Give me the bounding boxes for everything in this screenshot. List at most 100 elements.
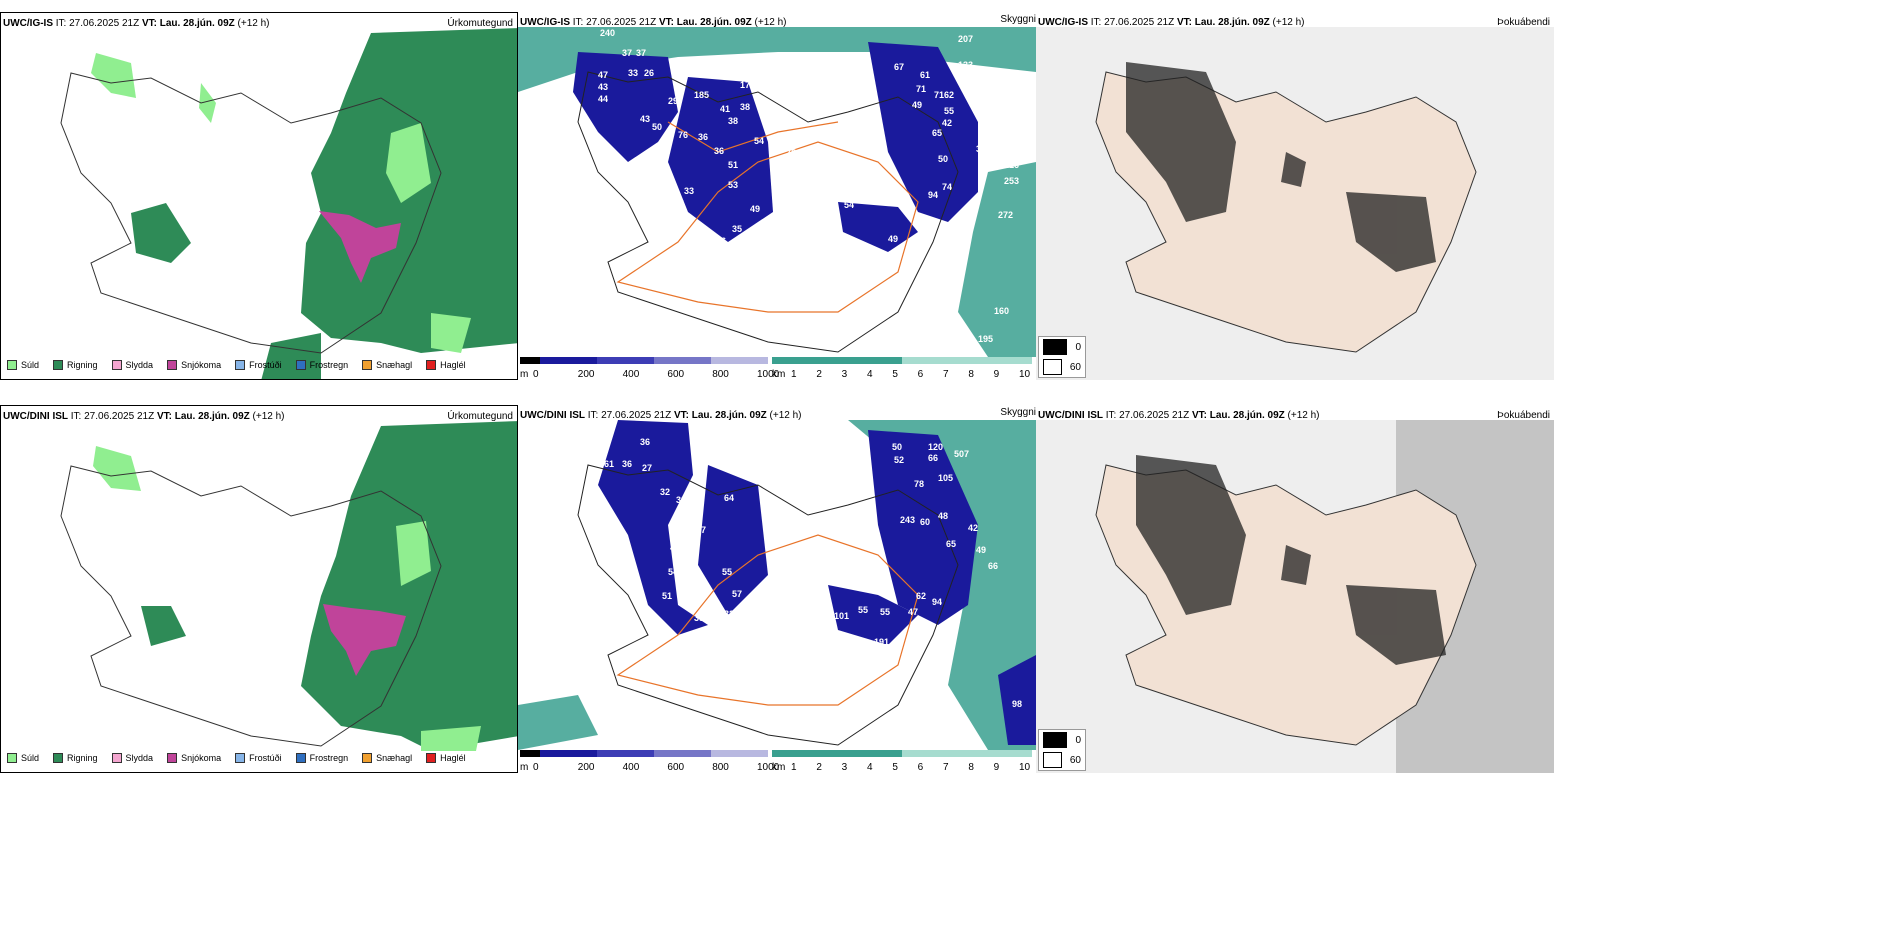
visibility-value-label: 62 bbox=[916, 591, 926, 601]
init-time: IT: 27.06.2025 21Z bbox=[1088, 17, 1177, 28]
legend-swatch bbox=[426, 753, 437, 763]
header: UWC/DINI ISL IT: 27.06.2025 21Z VT: Lau.… bbox=[1038, 410, 1320, 422]
fog-legend: 0 60 bbox=[1038, 729, 1086, 771]
visibility-value-label: 76 bbox=[678, 130, 688, 140]
visibility-value-label: 36 bbox=[622, 459, 632, 469]
visibility-value-label: 49 bbox=[976, 545, 986, 555]
visibility-value-label: 253 bbox=[1004, 176, 1019, 186]
legend-swatch bbox=[167, 360, 178, 370]
visibility-value-label: 29 bbox=[668, 96, 678, 106]
colorbar-tick: 1 bbox=[791, 369, 797, 380]
visibility-value-label: 41 bbox=[918, 222, 928, 232]
model-name: UWC/DINI ISL bbox=[1038, 410, 1103, 421]
legend-swatch bbox=[362, 360, 373, 370]
panel-top-left-precip-type: UWC/IG-IS IT: 27.06.2025 21Z VT: Lau. 28… bbox=[0, 12, 518, 380]
visibility-value-label: 94 bbox=[928, 190, 938, 200]
visibility-value-label: 50 bbox=[938, 154, 948, 164]
colorbar-tick: 4 bbox=[867, 762, 873, 773]
legend-swatch bbox=[167, 753, 178, 763]
visibility-value-label: 55 bbox=[880, 607, 890, 617]
model-name: UWC/IG-IS bbox=[1038, 17, 1088, 28]
dark-visibility bbox=[598, 420, 1036, 745]
panel-top-right-fog-index: UWC/IG-IS IT: 27.06.2025 21Z VT: Lau. 28… bbox=[1036, 12, 1554, 380]
visibility-value-label: 94 bbox=[932, 597, 942, 607]
fog-legend: 0 60 bbox=[1038, 336, 1086, 378]
colorbar-tick: 7 bbox=[943, 369, 949, 380]
visibility-value-label: 61 bbox=[920, 70, 930, 80]
visibility-value-label: 49 bbox=[888, 234, 898, 244]
visibility-value-label: 53 bbox=[674, 198, 684, 208]
fog-legend-swatch bbox=[1043, 339, 1068, 355]
colorbar-tick: 5 bbox=[892, 762, 898, 773]
valid-time: VT: Lau. 28.jún. 09Z bbox=[141, 18, 235, 29]
panel-top-mid-visibility: 240 37 37 47 33 26 43 44 29 185 170 41 38 38 43 50 76 36 5… bbox=[518, 12, 1036, 380]
header: UWC/DINI ISL IT: 27.06.2025 21Z VT: Lau.… bbox=[3, 411, 285, 423]
visibility-value-label: 55 bbox=[858, 605, 868, 615]
visibility-value-label: 36 bbox=[714, 146, 724, 156]
fog-legend-label: 0 bbox=[1075, 341, 1081, 353]
legend-swatch bbox=[53, 753, 64, 763]
rain-area bbox=[141, 421, 517, 751]
visibility-value-label: 53 bbox=[728, 180, 738, 190]
colorbar-tick: 2 bbox=[816, 762, 822, 773]
legend-item: Snæhagl bbox=[362, 753, 412, 763]
visibility-value-label: 120 bbox=[928, 442, 943, 452]
legend-item: Haglél bbox=[426, 360, 466, 370]
visibility-value-label: 33 bbox=[628, 68, 638, 78]
visibility-colorbar-km: km 1 2 3 4 5 6 7 8 9 10 bbox=[772, 750, 1032, 773]
colorbar-tick: 8 bbox=[968, 369, 974, 380]
colorbar-tick: 1000 bbox=[757, 762, 780, 773]
visibility-value-label: 210 bbox=[686, 493, 701, 503]
visibility-value-label: 42 bbox=[968, 523, 978, 533]
panel-title: Þokuábendi bbox=[1497, 410, 1550, 421]
visibility-value-label: 71 bbox=[934, 90, 944, 100]
visibility-value-label: 49 bbox=[912, 100, 922, 110]
legend-label: Snjókoma bbox=[181, 753, 222, 763]
unit-m: m bbox=[520, 369, 529, 380]
colorbar-tick: 10 bbox=[1019, 369, 1031, 380]
visibility-value-label: 26 bbox=[644, 68, 654, 78]
legend-item: Snjókoma bbox=[167, 753, 221, 763]
legend-label: Rigning bbox=[67, 360, 98, 370]
visibility-value-label: 56 bbox=[660, 144, 670, 154]
visibility-value-label: 185 bbox=[694, 90, 709, 100]
legend-swatch bbox=[362, 753, 373, 763]
visibility-value-label: 36 bbox=[698, 132, 708, 142]
visibility-value-label: 98 bbox=[1012, 699, 1022, 709]
colorbar-tick: 5 bbox=[892, 369, 898, 380]
visibility-value-label: 105 bbox=[938, 473, 953, 483]
init-time: IT: 27.06.2025 21Z bbox=[585, 410, 674, 421]
panel-title: Úrkomutegund bbox=[447, 411, 513, 422]
snow-area bbox=[319, 211, 401, 283]
visibility-value-label: 51 bbox=[662, 591, 672, 601]
colorbar-tick: 10 bbox=[1019, 762, 1031, 773]
forecast-step: (+12 h) bbox=[1284, 410, 1320, 421]
visibility-value-label: 507 bbox=[954, 449, 969, 459]
visibility-value-label: 216 bbox=[1004, 160, 1019, 170]
colorbar-tick: 6 bbox=[917, 762, 924, 773]
visibility-colorbar-km: km 1 2 3 4 5 6 7 8 9 10 bbox=[772, 357, 1032, 380]
legend-label: Snjókoma bbox=[181, 360, 222, 370]
visibility-value-label: 32 bbox=[682, 577, 692, 587]
colorbar-tick: 400 bbox=[622, 762, 640, 773]
colorbar-tick: 3 bbox=[841, 369, 848, 380]
dark-visibility bbox=[573, 42, 978, 252]
legend-label: Frostúði bbox=[249, 360, 282, 370]
visibility-value-label: 303 bbox=[988, 88, 1003, 98]
colorbar-tick: 200 bbox=[577, 762, 595, 773]
colorbar-tick: 4 bbox=[867, 369, 873, 380]
colorbar-km-swatches bbox=[772, 357, 1032, 364]
visibility-value-label: 101 bbox=[834, 611, 849, 621]
valid-time: VT: Lau. 28.jún. 09Z bbox=[1176, 17, 1270, 28]
visibility-value-label: 27 bbox=[642, 463, 652, 473]
panel-title: Skyggni bbox=[1000, 14, 1036, 25]
colorbar-tick: 600 bbox=[667, 762, 685, 773]
visibility-value-label: 32 bbox=[676, 495, 686, 505]
colorbar-m-swatches bbox=[520, 750, 768, 757]
legend-swatch bbox=[426, 360, 437, 370]
visibility-colorbar-m: m 0 200 400 600 800 1000 bbox=[520, 357, 779, 380]
visibility-value-label: 74 bbox=[942, 182, 952, 192]
colorbar-tick: 0 bbox=[533, 369, 539, 380]
iceland-outline bbox=[577, 464, 959, 746]
